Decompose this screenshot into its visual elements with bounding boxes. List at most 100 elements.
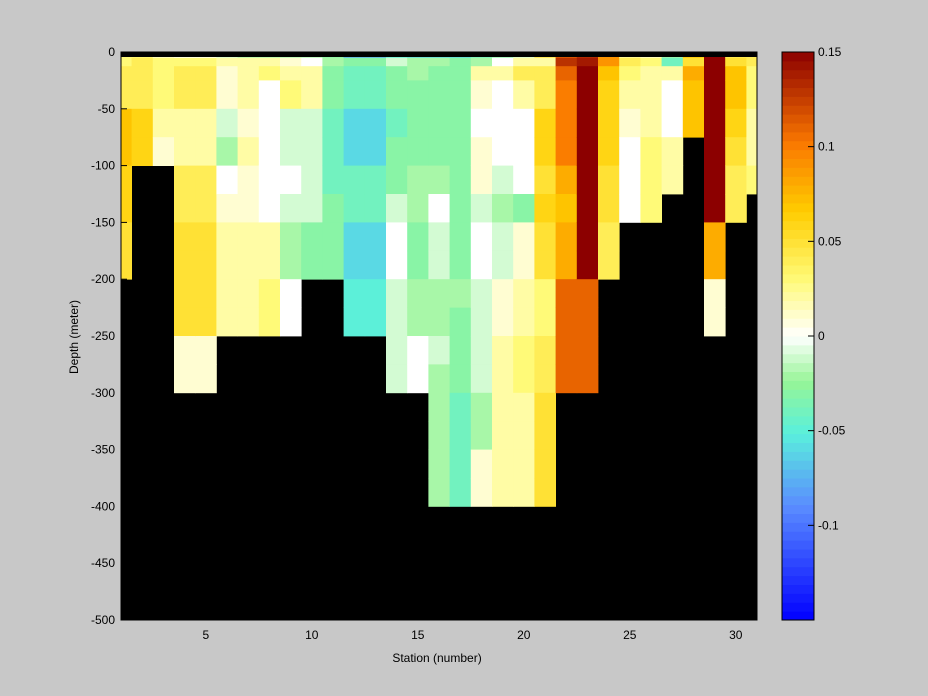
heatmap-cell [619, 57, 641, 67]
colorbar-band [782, 433, 814, 444]
heatmap-cell [174, 194, 196, 223]
heatmap-cell [195, 194, 217, 223]
heatmap-cell [704, 66, 726, 81]
heatmap-cell [470, 364, 493, 394]
heatmap-cell [131, 66, 154, 81]
heatmap-cell [704, 307, 726, 337]
heatmap-cell [195, 222, 217, 252]
heatmap-cell [576, 57, 599, 67]
colorbar-band [782, 522, 814, 532]
heatmap-cell [576, 108, 599, 138]
heatmap-cell [513, 336, 535, 365]
colorbar-band [782, 344, 814, 355]
heatmap-cell [407, 66, 429, 81]
heatmap-cell [534, 165, 556, 195]
y-tick-label: -300 [91, 386, 115, 400]
heatmap-cell [280, 108, 302, 138]
heatmap-cell [746, 66, 758, 81]
heatmap-cell [428, 307, 450, 337]
heatmap-cell [428, 137, 450, 166]
heatmap-cell [428, 364, 450, 394]
heatmap-cell [513, 279, 535, 308]
heatmap-cell [195, 80, 217, 110]
colorbar-band [782, 424, 814, 435]
y-tick-label: -100 [91, 159, 115, 173]
heatmap-cell [555, 108, 578, 138]
colorbar-band [782, 460, 814, 470]
colorbar-band [782, 602, 814, 612]
heatmap-cell [407, 307, 429, 337]
colorbar-band [782, 380, 814, 390]
heatmap-cell [174, 279, 196, 308]
heatmap-cell [513, 392, 535, 422]
heatmap-cell [640, 108, 662, 138]
heatmap-cell [407, 250, 429, 280]
heatmap-cell [152, 137, 175, 166]
heatmap-cell [386, 108, 408, 138]
heatmap-cell [258, 165, 281, 195]
heatmap-cell [343, 137, 366, 166]
heatmap-cell [492, 478, 514, 507]
heatmap-cell [534, 421, 556, 450]
colorbar-band [782, 265, 814, 275]
heatmap-cell [152, 57, 175, 67]
heatmap-cell [280, 250, 302, 280]
heatmap-cell [682, 108, 705, 138]
heatmap-cell [534, 279, 556, 308]
heatmap-plot-area [120, 51, 758, 621]
colorbar-band [782, 149, 814, 160]
heatmap-cell [619, 165, 641, 195]
colorbar-band [782, 513, 814, 523]
heatmap-cell [428, 165, 450, 195]
heatmap-cell [364, 66, 387, 81]
heatmap-cell [492, 222, 514, 252]
heatmap-cell [492, 194, 514, 223]
heatmap-cell [428, 80, 450, 110]
heatmap-cell [576, 80, 599, 110]
y-tick-label: -500 [91, 613, 115, 627]
heatmap-cell [704, 165, 726, 195]
heatmap-cell [704, 279, 726, 308]
heatmap-cell [428, 250, 450, 280]
heatmap-cell [428, 108, 450, 138]
heatmap-cell [407, 57, 429, 67]
heatmap-cell [428, 449, 450, 479]
heatmap-cell [555, 194, 578, 223]
heatmap-cell [428, 421, 450, 450]
heatmap-cell [555, 250, 578, 280]
heatmap-cell [449, 222, 472, 252]
colorbar-band [782, 309, 814, 319]
heatmap-cell [195, 57, 217, 67]
heatmap-cell [598, 137, 620, 166]
heatmap-cell [449, 108, 472, 138]
x-tick-label: 5 [202, 628, 209, 642]
heatmap-cell [576, 165, 599, 195]
heatmap-cell [704, 137, 726, 166]
colorbar-band [782, 52, 814, 62]
colorbar-band [782, 247, 814, 257]
heatmap-cell [661, 66, 684, 81]
heatmap-cell [449, 250, 472, 280]
heatmap-cell [364, 250, 387, 280]
heatmap-cell [661, 80, 684, 110]
heatmap-cell [301, 250, 323, 280]
heatmap-cell [598, 80, 620, 110]
heatmap-cell [152, 66, 175, 81]
heatmap-cell [470, 336, 493, 365]
heatmap-cell [449, 80, 472, 110]
heatmap-cell [640, 194, 662, 223]
heatmap-cell [555, 279, 578, 308]
heatmap-cell [470, 449, 493, 479]
colorbar-band [782, 398, 814, 408]
heatmap-cell [280, 137, 302, 166]
heatmap-cell [746, 165, 758, 195]
heatmap-cell [470, 421, 493, 450]
heatmap-cell [152, 80, 175, 110]
colorbar-ticks: 0.15 0.1 0.05 0 -0.05 -0.1 [808, 45, 846, 532]
heatmap-cell [555, 222, 578, 252]
heatmap-cell [640, 80, 662, 110]
heatmap-cell [492, 250, 514, 280]
heatmap-cell [364, 279, 387, 308]
x-axis: 5 10 15 20 25 30 [202, 614, 743, 642]
heatmap-cell [576, 250, 599, 280]
